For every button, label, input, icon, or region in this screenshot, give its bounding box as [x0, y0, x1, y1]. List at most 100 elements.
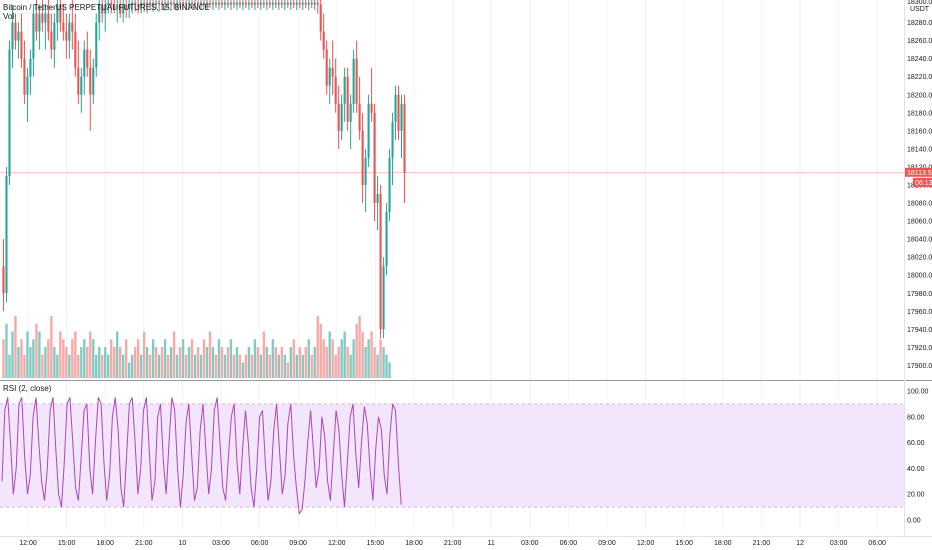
volume-bar: [47, 339, 50, 378]
candle-body: [250, 2, 253, 5]
candle-body: [379, 194, 382, 330]
time-axis-label: 21:00: [753, 540, 771, 547]
volume-bar: [89, 331, 92, 378]
candle-body: [220, 2, 224, 5]
candle-body: [370, 103, 373, 113]
volume-bar: [292, 339, 295, 378]
candle-body: [397, 94, 400, 131]
candle-body: [196, 2, 200, 5]
candle-body: [319, 4, 322, 32]
rsi-axis-tick: 60.00: [907, 440, 925, 447]
volume-bar: [208, 331, 212, 378]
volume-bar: [145, 347, 149, 378]
candle-body: [355, 58, 358, 104]
candle-body: [307, 2, 310, 5]
candle-body: [179, 2, 182, 5]
candle-body: [268, 2, 271, 5]
rsi-axis-tick: 40.00: [907, 466, 925, 473]
time-axis-label: 03:00: [212, 540, 230, 547]
candle-body: [95, 22, 98, 68]
volume-bar: [280, 347, 284, 378]
rsi-axis[interactable]: 100.00 80.00 60.00 40.00 20.00 0.00: [907, 389, 929, 525]
time-axis-label: 15:00: [58, 540, 76, 547]
time-axis-label: 09:00: [598, 540, 616, 547]
candle-body: [340, 103, 343, 131]
candle-body: [35, 13, 38, 32]
volume-bar: [316, 316, 319, 378]
candle-body: [241, 2, 244, 5]
volume-bar: [44, 347, 47, 378]
volume-bar: [98, 347, 101, 378]
candle-body: [235, 2, 238, 5]
volume-bar: [101, 354, 104, 378]
candle-body: [184, 2, 188, 5]
candle-body: [170, 2, 173, 5]
volume-bar: [139, 354, 143, 378]
volume-bar: [151, 339, 155, 378]
time-axis-label: 18:00: [405, 540, 423, 547]
volume-bars: [2, 316, 391, 378]
rsi-axis-tick: 0.00: [907, 518, 921, 525]
candle-body: [104, 4, 107, 14]
candle-body: [301, 2, 304, 5]
volume-bar: [62, 339, 65, 378]
candle-body: [334, 76, 337, 104]
candle-body: [316, 2, 319, 5]
candle-body: [274, 2, 277, 5]
volume-bar: [184, 354, 188, 378]
candle-body: [313, 2, 316, 5]
candle-body: [47, 13, 50, 32]
volume-bar: [349, 354, 352, 378]
time-axis[interactable]: 12:00 15:00 18:00 21:00 10 03:00 06:00 09:00 12:…: [19, 540, 886, 547]
volume-bar: [187, 347, 191, 378]
candle-body: [143, 2, 146, 5]
time-axis-label: 18:00: [96, 540, 114, 547]
candle-body: [101, 4, 104, 14]
volume-bar: [74, 331, 77, 378]
volume-bar: [277, 354, 281, 378]
volume-bar: [361, 331, 364, 378]
rsi-label[interactable]: RSI (2, close): [3, 384, 52, 393]
candle-body: [271, 2, 274, 5]
volume-bar: [77, 354, 80, 378]
time-axis-label: 15:00: [367, 540, 385, 547]
rsi-axis-tick: 100.00: [907, 389, 929, 396]
current-price-badge: [905, 167, 932, 177]
time-axis-label: 21:00: [135, 540, 153, 547]
volume-bar: [2, 339, 5, 378]
volume-bar: [298, 347, 301, 378]
rsi-axis-tick: 80.00: [907, 414, 925, 421]
time-axis-label: 09:00: [289, 540, 307, 547]
time-axis-label: 03:00: [830, 540, 848, 547]
volume-bar: [80, 347, 83, 378]
current-price-value: 18113.53: [907, 170, 932, 177]
volume-bar: [23, 354, 26, 378]
volume-bar: [104, 347, 107, 378]
volume-bar: [253, 339, 257, 378]
volume-bar: [59, 331, 62, 378]
volume-bar: [160, 347, 164, 378]
candle-body: [119, 4, 122, 14]
candle-body: [14, 22, 17, 41]
candle-body: [5, 175, 8, 294]
volume-bar: [295, 354, 298, 378]
candle-body: [125, 4, 128, 10]
candle-body: [92, 67, 95, 95]
candle-body: [361, 130, 364, 185]
volume-label[interactable]: Vol: [3, 12, 15, 21]
volume-bar: [370, 331, 373, 378]
volume-bar: [352, 339, 355, 378]
candle-body: [116, 4, 119, 10]
volume-bar: [124, 339, 128, 378]
volume-bar: [17, 347, 20, 378]
price-axis-tick: 18020.00: [907, 255, 932, 262]
volume-bar: [157, 354, 161, 378]
volume-bar: [229, 339, 233, 378]
candle-body: [41, 13, 44, 23]
rsi-band: [0, 403, 904, 508]
volume-bar: [304, 347, 307, 378]
symbol-title[interactable]: Bitcoin / TetherUS PERPETUAL FUTURES, 15…: [3, 3, 210, 12]
volume-bar: [68, 354, 71, 378]
candle-body: [131, 2, 134, 5]
